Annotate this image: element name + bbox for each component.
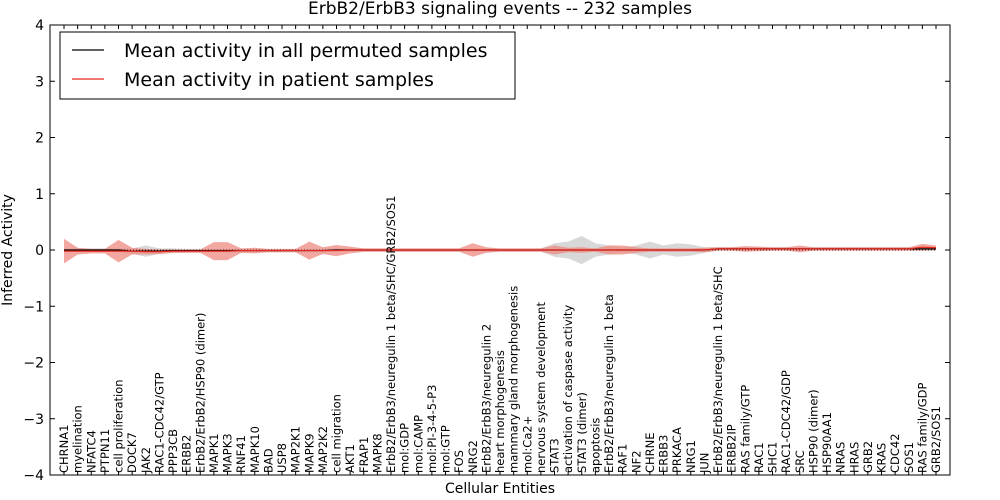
- category-label: FRAP1: [357, 437, 371, 473]
- y-tick-label: −1: [23, 299, 44, 315]
- category-label: MAPK3: [221, 433, 235, 473]
- y-tick-label: 4: [35, 18, 44, 34]
- category-label: HRAS: [847, 442, 861, 473]
- category-label: heart morphogenesis: [493, 350, 507, 473]
- category-label: mammary gland morphogenesis: [507, 286, 521, 473]
- category-label: GRB2/SOS1: [929, 406, 943, 473]
- category-label: AKT1: [343, 444, 357, 473]
- y-tick-label: −4: [23, 468, 44, 484]
- patient-band: [64, 238, 936, 264]
- category-label: cell proliferation: [112, 379, 126, 473]
- legend-label-permuted: Mean activity in all permuted samples: [124, 40, 487, 62]
- y-tick-label: 1: [35, 187, 44, 203]
- category-label: PPP3CB: [166, 429, 180, 473]
- category-label: GRB2: [861, 441, 875, 473]
- category-label: PRKACA: [670, 427, 684, 473]
- category-label: RNF41: [234, 435, 248, 473]
- category-label: MAPK8: [370, 433, 384, 473]
- category-label: mol:GDP: [398, 423, 412, 473]
- category-label: RAS family/GDP: [915, 383, 929, 473]
- y-tick-label: 0: [35, 243, 44, 259]
- category-label: RAC1-CDC42/GDP: [779, 370, 793, 473]
- category-label: mol:PI-3-4-5-P3: [425, 385, 439, 473]
- y-axis: −4 −3 −2 −1 0 1 2 3 4: [23, 18, 950, 484]
- category-label: ErbB2/ErbB3/neuregulin 1 beta/SHC: [711, 266, 725, 473]
- category-label: SOS1: [902, 442, 916, 473]
- category-label: mol:GTP: [439, 425, 453, 473]
- category-label: NFATC4: [84, 430, 98, 473]
- x-axis: CHRNA1 myelination NFATC4 PTPN11 cell prolif…: [57, 25, 943, 475]
- category-label: RAF1: [616, 444, 630, 473]
- category-label: JUN: [697, 453, 711, 474]
- category-label: CDC42: [888, 433, 902, 473]
- category-label: cell migration: [330, 394, 344, 473]
- category-label: STAT3: [548, 438, 562, 473]
- category-label: JAK2: [139, 447, 153, 474]
- category-label: STAT3 (dimer): [575, 392, 589, 473]
- category-label: ErbB2/ErbB3/neuregulin 2: [479, 324, 493, 473]
- category-label: NF2: [629, 450, 643, 473]
- category-label: MAPK1: [207, 433, 221, 473]
- category-label: mol:CAMP: [411, 415, 425, 473]
- patient-mean-line: [64, 246, 937, 253]
- category-label: nervous system development: [534, 302, 548, 473]
- category-label: BAD: [261, 448, 275, 473]
- category-label: MAPK9: [302, 433, 316, 473]
- y-tick-label: 3: [35, 74, 44, 90]
- category-label: ErbB2/ErbB2/HSP90 (dimer): [193, 313, 207, 473]
- y-tick-label: 2: [35, 131, 44, 147]
- category-label: ErbB2/ErbB3/neuregulin 1 beta/SHC/GRB2/S…: [384, 196, 398, 473]
- y-axis-title: Inferred Activity: [0, 194, 16, 306]
- y-tick-label: −2: [23, 356, 44, 372]
- category-label: RAC1-CDC42/GTP: [152, 372, 166, 473]
- category-label: ERBB2IP: [725, 424, 739, 473]
- category-label: HSP90AA1: [820, 412, 834, 473]
- category-label: NRG1: [684, 440, 698, 473]
- category-label: HSP90 (dimer): [806, 389, 820, 473]
- category-label: KRAS: [875, 443, 889, 473]
- x-axis-title: Cellular Entities: [445, 481, 555, 497]
- category-label: SHC1: [766, 442, 780, 473]
- category-label: mol:Ca2+: [520, 416, 534, 473]
- category-label: MAP2K1: [289, 426, 303, 473]
- series-lines: [64, 246, 937, 253]
- category-label: activation of caspase activity: [561, 305, 575, 473]
- legend: Mean activity in all permuted samples Me…: [59, 31, 516, 100]
- category-label: ErbB2/ErbB3/neuregulin 1 beta: [602, 294, 616, 473]
- category-label: USP8: [275, 443, 289, 473]
- category-label: ERBB3: [657, 435, 671, 473]
- category-label: SRC: [793, 450, 807, 473]
- category-label: CHRNA1: [57, 425, 71, 473]
- legend-label-patient: Mean activity in patient samples: [124, 69, 434, 91]
- legend-box: [59, 31, 516, 100]
- category-label: DOCK7: [125, 432, 139, 473]
- category-label: myelination: [71, 405, 85, 473]
- category-label: RAS family/GTP: [738, 385, 752, 473]
- category-label: MAP2K2: [316, 426, 330, 473]
- category-label: RAC1: [752, 442, 766, 473]
- category-label: MAPK10: [248, 426, 262, 473]
- category-label: PTPN11: [98, 429, 112, 473]
- category-label: FOS: [452, 450, 466, 473]
- category-label: NRAS: [834, 442, 848, 473]
- category-label: apoptosis: [588, 418, 602, 473]
- chart-title: ErbB2/ErbB3 signaling events -- 232 samp…: [308, 0, 692, 19]
- y-tick-label: −3: [23, 412, 44, 428]
- category-label: NRG2: [466, 440, 480, 473]
- category-label: CHRNE: [643, 432, 657, 473]
- category-label: ERBB2: [180, 435, 194, 473]
